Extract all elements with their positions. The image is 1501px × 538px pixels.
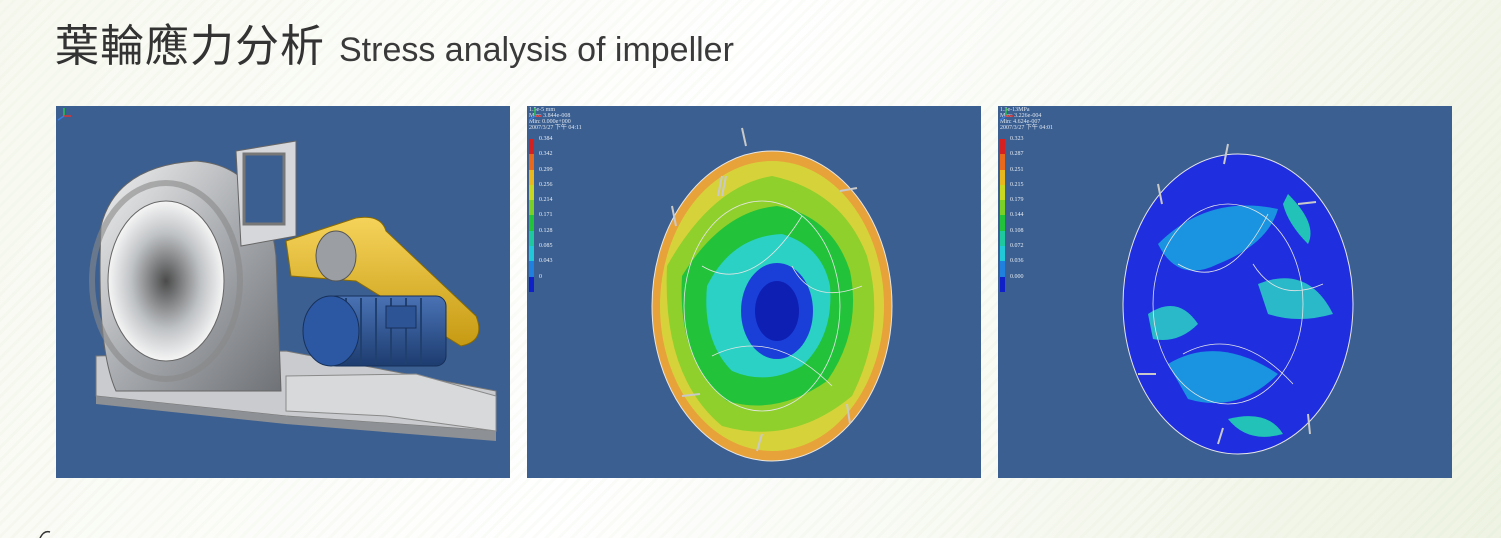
displacement-contour-plot (651, 127, 893, 462)
page-title: 葉輪應力分析 Stress analysis of impeller (55, 10, 734, 74)
legend-label: 0.108 (1010, 227, 1024, 234)
legend-row: 0.085 (529, 243, 589, 262)
info-line: Max: 3.226e-004 (1000, 113, 1042, 119)
info-line: 1.5e-5 mm (529, 107, 555, 113)
legend-label: 0.036 (1010, 258, 1024, 265)
info-line: Min: 0.000e+000 (529, 119, 571, 125)
legend-label: 0.179 (1010, 197, 1024, 204)
legend-label: 0.128 (539, 227, 553, 234)
legend-row: 0.128 (529, 227, 589, 247)
info-line: 2007/3/27 下午 04:11 (529, 125, 582, 131)
legend-label: 0.287 (1010, 151, 1024, 158)
legend-row: 0.215 (1000, 181, 1060, 201)
legend-label: 0.323 (1010, 136, 1024, 142)
legend-row: 0.299 (529, 166, 589, 185)
legend-row: 0 (529, 273, 589, 292)
legend-label: 0.215 (1010, 181, 1024, 188)
color-legend: 0.323 0.287 0.251 0.215 0.179 0.144 0.10… (1000, 136, 1060, 292)
legend-label: 0.299 (539, 166, 553, 173)
legend-row: 0.214 (529, 197, 589, 216)
legend-row: 0.171 (529, 212, 589, 231)
legend-row: 0.000 (1000, 273, 1060, 292)
axis-triad-icon (999, 108, 1013, 121)
cad-model-panel (56, 106, 510, 478)
title-english: Stress analysis of impeller (339, 31, 734, 69)
result-info: 1.5e-5 mm Max: 3.844e-008 Min: 0.000e+00… (529, 107, 582, 131)
info-line: Min: 4.624e-007 (1000, 119, 1041, 125)
legend-label: 0.256 (539, 181, 553, 188)
legend-label: 0.384 (539, 136, 553, 142)
legend-label: 0.144 (1010, 212, 1024, 219)
decorative-mark-icon (39, 530, 51, 538)
legend-label: 0.085 (539, 243, 553, 250)
legend-label: 0.043 (539, 258, 553, 265)
info-line: 2007/3/27 下午 04:01 (1000, 125, 1054, 131)
stress-result-panel: 1.3e-13MPa Max: 3.226e-004 Min: 4.624e-0… (998, 106, 1452, 478)
legend-label: 0.214 (539, 197, 553, 204)
fan-assembly-image (89, 140, 497, 441)
legend-row: 0.323 (1000, 136, 1060, 155)
axis-triad-icon (528, 108, 542, 121)
legend-row: 0.179 (1000, 197, 1060, 216)
legend-row: 0.256 (529, 181, 589, 201)
axis-triad-icon (57, 108, 71, 121)
legend-label: 0 (539, 273, 542, 280)
legend-label: 0.342 (539, 151, 553, 158)
displacement-result-panel: 1.5e-5 mm Max: 3.844e-008 Min: 0.000e+00… (527, 106, 981, 478)
legend-row: 0.036 (1000, 258, 1060, 277)
color-legend: 0.384 0.342 0.299 0.256 0.214 0.171 0.12… (529, 136, 589, 292)
info-line: Max: 3.844e-008 (529, 113, 571, 119)
legend-row: 0.108 (1000, 227, 1060, 247)
legend-row: 0.072 (1000, 243, 1060, 262)
legend-label: 0.000 (1010, 273, 1024, 280)
legend-label: 0.251 (1010, 166, 1024, 173)
stress-contour-plot (1122, 143, 1354, 455)
info-line: 1.3e-13MPa (1000, 107, 1030, 113)
legend-label: 0.072 (1010, 243, 1024, 250)
legend-row: 0.043 (529, 258, 589, 277)
legend-label: 0.171 (539, 212, 553, 219)
legend-row: 0.287 (1000, 151, 1060, 170)
result-info: 1.3e-13MPa Max: 3.226e-004 Min: 4.624e-0… (1000, 107, 1053, 131)
legend-row: 0.251 (1000, 166, 1060, 185)
legend-row: 0.384 (529, 136, 589, 155)
legend-row: 0.342 (529, 151, 589, 170)
title-chinese: 葉輪應力分析 (55, 21, 325, 72)
legend-row: 0.144 (1000, 212, 1060, 231)
